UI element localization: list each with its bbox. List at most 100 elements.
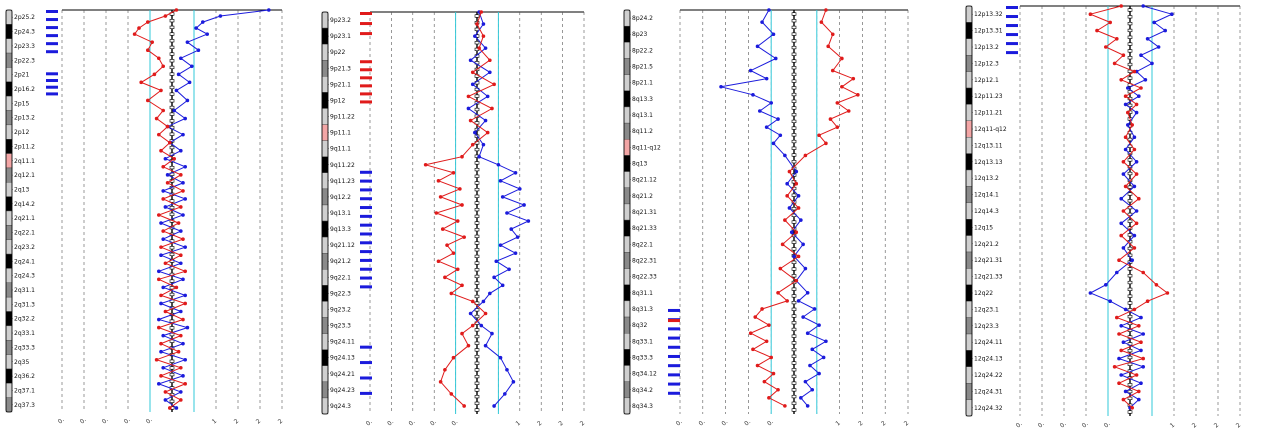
ideogram-band — [5, 24, 13, 39]
ideogram-band — [965, 350, 973, 367]
loss-profile-point — [205, 32, 209, 36]
gain-profile-point — [466, 343, 471, 348]
ideogram-band — [965, 202, 973, 220]
probe-marker — [474, 121, 480, 125]
gain-profile-point — [485, 130, 490, 135]
gain-profile-point — [423, 162, 428, 167]
ideogram-band — [321, 317, 329, 334]
ideogram-band — [623, 365, 631, 382]
aberration-marker — [360, 241, 372, 245]
loss-profile-point — [792, 254, 796, 259]
axis-tick-label: 2 — [536, 420, 544, 428]
probe-marker — [474, 314, 480, 319]
loss-profile-point — [157, 382, 161, 386]
ideogram-band — [5, 182, 13, 197]
loss-profile-point — [479, 323, 484, 328]
loss-profile-point — [181, 132, 185, 137]
loss-profile-point — [1139, 53, 1143, 57]
ideogram-band — [5, 81, 13, 97]
band-label: 2q14.2 — [14, 201, 35, 208]
probe-marker — [1127, 389, 1133, 394]
band-label: 8q31.1 — [632, 290, 653, 297]
gain-profile-point — [146, 20, 150, 24]
loss-profile-point — [181, 181, 185, 185]
probe-marker — [1127, 49, 1133, 53]
loss-profile-point — [1141, 365, 1145, 369]
gain-profile-point — [455, 219, 460, 223]
gain-profile-point — [1117, 332, 1121, 336]
gain-profile-point — [1108, 20, 1112, 25]
loss-profile-point — [1123, 307, 1128, 312]
band-label: 8p23 — [632, 31, 647, 38]
ideogram-band — [5, 383, 13, 398]
band-label: 8p21.5 — [632, 64, 653, 71]
gain-profile-point — [440, 227, 445, 231]
ideogram-band — [623, 139, 631, 156]
ideogram-outline — [965, 5, 973, 417]
probe-marker — [791, 113, 797, 117]
probe-marker — [474, 334, 480, 339]
gain-profile-point — [753, 315, 758, 319]
probe-marker — [791, 274, 797, 278]
probe-marker — [791, 220, 797, 224]
probe-marker — [169, 45, 175, 49]
loss-profile-point — [812, 307, 817, 311]
loss-profile-point — [1132, 135, 1137, 139]
chromosome-8-profile: 8p24.2 8p23 8p22.2 8p21.5 8p21.1 8q13.3 8q13.1… — [623, 8, 910, 428]
ideogram-band — [965, 333, 973, 351]
probe-marker — [1127, 267, 1133, 271]
loss-profile-point — [751, 93, 755, 97]
axis-tick-label: 2 — [255, 418, 263, 426]
band-label: 12q13.2 — [974, 175, 999, 182]
ideogram-band — [321, 285, 329, 302]
loss-profile-point — [201, 20, 205, 24]
probe-marker — [474, 14, 480, 18]
band-label: 8q32 — [632, 322, 647, 329]
chromosome-2-profile: 2p25.2 2p24.3 2p23.3 2p22.3 2p21 2p16.2 2p15 2p… — [5, 8, 284, 426]
probe-marker — [791, 153, 797, 157]
probe-marker — [169, 79, 175, 83]
band-label: 9q24.13 — [330, 355, 355, 362]
ideogram-band — [623, 42, 631, 59]
loss-profile-point — [778, 133, 783, 138]
band-label: 12q24.32 — [974, 405, 1003, 412]
band-label: 2q33.3 — [14, 344, 35, 351]
ideogram-band — [965, 301, 973, 318]
loss-profile-point — [179, 56, 183, 61]
gain-profile-point — [835, 101, 840, 105]
axis-tick-label: 2 — [1213, 422, 1221, 430]
probe-marker — [169, 286, 175, 290]
probe-marker — [474, 188, 480, 192]
gain-profile-point — [159, 374, 163, 378]
gain-profile-point — [181, 237, 185, 241]
axis-tick-label: 0. — [450, 418, 459, 427]
probe-marker — [791, 267, 797, 271]
gain-profile-point — [154, 116, 159, 121]
ideogram-band — [965, 218, 973, 236]
gain-profile-point — [1134, 172, 1139, 176]
gain-profile-point — [1145, 299, 1150, 304]
band-label: 9q22.1 — [330, 274, 351, 281]
probe-marker — [1127, 287, 1133, 291]
gain-profile-point — [449, 392, 454, 396]
band-label: 12q14.3 — [974, 208, 999, 215]
gain-profile-point — [475, 22, 479, 26]
loss-profile-point — [190, 64, 194, 69]
gain-profile-point — [1121, 160, 1126, 164]
band-label: 12p12.3 — [974, 60, 999, 67]
ideogram-band — [5, 9, 13, 25]
ideogram-band — [321, 301, 329, 318]
loss-profile-point — [1119, 196, 1123, 201]
aberration-marker — [360, 22, 372, 26]
probe-marker — [474, 228, 480, 232]
gain-profile-point — [1139, 340, 1143, 345]
probe-marker — [474, 375, 480, 379]
probe-marker — [474, 174, 480, 178]
gain-profile-point — [824, 141, 828, 146]
aberration-marker — [668, 373, 680, 377]
probe-marker — [791, 361, 797, 365]
loss-profile-point — [764, 76, 769, 81]
gain-profile-point — [451, 251, 456, 255]
band-label: 12q22 — [974, 290, 993, 297]
gain-profile-point — [835, 125, 840, 129]
